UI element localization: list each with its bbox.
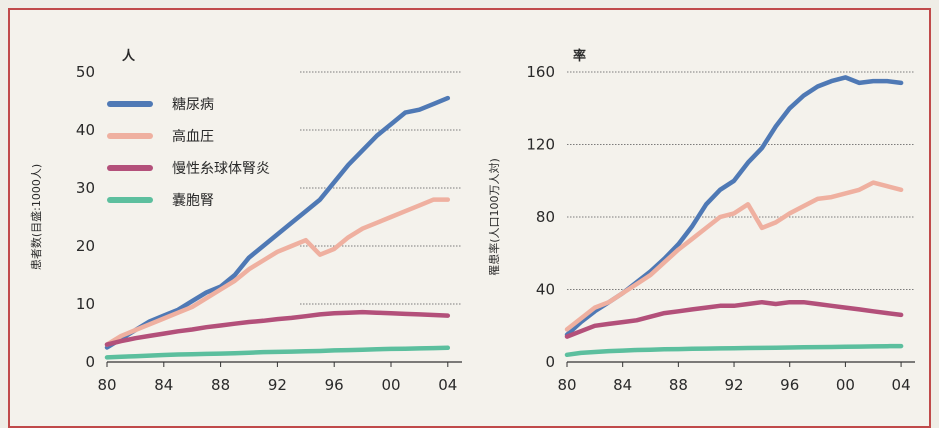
y-tick-label: 30 — [76, 179, 95, 197]
y-tick-label: 80 — [536, 208, 555, 226]
x-tick-label: 04 — [892, 376, 911, 394]
series-line — [564, 343, 904, 358]
x-tick-label: 84 — [154, 376, 173, 394]
y-tick-label: 20 — [76, 237, 95, 255]
x-tick-label: 04 — [438, 376, 457, 394]
x-tick-label: 00 — [836, 376, 855, 394]
y-tick-label: 0 — [85, 353, 95, 371]
chart-frame — [8, 8, 931, 428]
y-tick-label: 0 — [545, 353, 555, 371]
x-tick-label: 96 — [325, 376, 344, 394]
y-tick-label: 40 — [76, 121, 95, 139]
series-line — [104, 197, 451, 347]
series-line — [104, 95, 451, 350]
series-line — [564, 299, 904, 339]
series-line — [104, 345, 451, 360]
y-tick-label: 10 — [76, 295, 95, 313]
legend-label: 慢性糸球体腎炎 — [172, 160, 270, 177]
y-tick-label: 120 — [526, 136, 555, 154]
x-tick-label: 80 — [557, 376, 576, 394]
x-tick-label: 92 — [268, 376, 287, 394]
y-tick-label: 50 — [76, 63, 95, 81]
x-tick-label: 96 — [780, 376, 799, 394]
y-axis-label: 罹患率(人口100万人対) — [487, 158, 501, 276]
x-tick-label: 00 — [381, 376, 400, 394]
series-line — [564, 180, 904, 332]
legend-label: 糖尿病 — [172, 97, 214, 113]
y-tick-label: 160 — [526, 63, 555, 81]
x-tick-label: 92 — [724, 376, 743, 394]
x-tick-label: 84 — [613, 376, 632, 394]
unit-label: 人 — [122, 48, 136, 64]
legend-label: 高血圧 — [172, 128, 214, 145]
y-tick-label: 40 — [536, 281, 555, 299]
x-tick-label: 88 — [669, 376, 688, 394]
legend-label: 嚢胞腎 — [172, 193, 214, 209]
y-axis-label: 患者数(目盛:1000人) — [29, 164, 43, 270]
series-line — [104, 309, 451, 347]
x-tick-label: 80 — [97, 376, 116, 394]
unit-label: 率 — [573, 48, 586, 64]
x-tick-label: 88 — [211, 376, 230, 394]
